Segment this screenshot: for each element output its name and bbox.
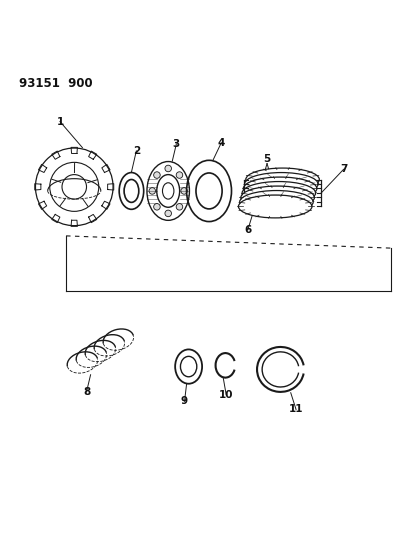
Ellipse shape xyxy=(241,186,313,209)
Ellipse shape xyxy=(244,177,316,200)
Text: 4: 4 xyxy=(217,138,224,148)
Ellipse shape xyxy=(246,168,318,191)
Text: 11: 11 xyxy=(288,405,303,415)
Circle shape xyxy=(176,204,182,210)
Text: 8: 8 xyxy=(83,387,90,397)
Text: 9: 9 xyxy=(180,397,188,406)
Text: 6: 6 xyxy=(244,225,251,235)
Text: 10: 10 xyxy=(218,390,233,400)
Text: 1: 1 xyxy=(56,117,64,126)
Ellipse shape xyxy=(245,173,317,195)
Text: 3: 3 xyxy=(172,139,180,149)
Circle shape xyxy=(164,210,171,217)
Circle shape xyxy=(176,172,182,179)
Ellipse shape xyxy=(242,182,314,204)
Circle shape xyxy=(153,172,160,179)
Text: 93151  900: 93151 900 xyxy=(19,77,93,90)
Ellipse shape xyxy=(240,191,312,213)
Circle shape xyxy=(164,165,171,172)
Circle shape xyxy=(180,188,187,194)
Text: 7: 7 xyxy=(339,164,347,174)
Text: 2: 2 xyxy=(133,146,140,156)
Circle shape xyxy=(153,204,160,210)
Ellipse shape xyxy=(239,195,311,217)
Text: 5: 5 xyxy=(263,155,270,165)
Circle shape xyxy=(149,188,155,194)
